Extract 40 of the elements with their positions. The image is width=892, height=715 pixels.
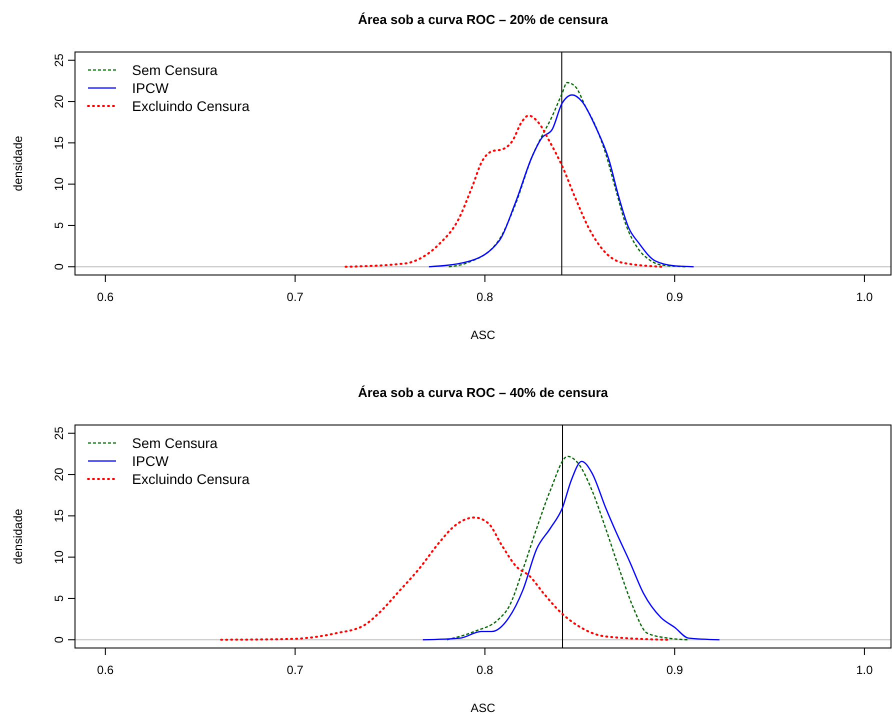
x-tick-label: 0.6 — [97, 663, 114, 677]
legend-label: Excluindo Censura — [132, 471, 250, 487]
y-tick-label: 15 — [52, 136, 66, 150]
x-tick-label: 1.0 — [856, 663, 874, 677]
y-tick-label: 10 — [52, 550, 66, 564]
line-series — [422, 460, 720, 640]
y-axis-title: densidade — [11, 135, 25, 192]
y-axis-title: densidade — [11, 508, 25, 564]
y-tick-label: 20 — [52, 468, 66, 482]
x-tick-label: 1.0 — [856, 290, 874, 304]
y-tick-label: 0 — [52, 263, 66, 270]
y-tick-label: 20 — [52, 94, 66, 108]
y-tick-label: 0 — [52, 636, 66, 644]
line-series — [220, 516, 668, 641]
x-tick-label: 0.8 — [476, 290, 494, 304]
y-tick-label: 10 — [52, 177, 66, 191]
y-tick-label: 5 — [52, 222, 66, 229]
x-tick-label: 0.7 — [286, 290, 304, 304]
y-tick-label: 25 — [52, 426, 66, 440]
x-axis-title: ASC — [470, 328, 496, 342]
legend-label: Sem Censura — [132, 435, 218, 451]
x-tick-label: 0.7 — [286, 663, 304, 677]
chart-title: Área sob a curva ROC – 20% de censura — [358, 12, 609, 27]
x-axis-title: ASC — [470, 701, 496, 715]
line-series — [344, 114, 663, 268]
x-tick-label: 0.9 — [666, 663, 684, 677]
x-tick-label: 0.8 — [476, 663, 494, 677]
line-series — [448, 82, 688, 268]
x-tick-label: 0.9 — [666, 290, 684, 304]
chart-title: Área sob a curva ROC – 40% de censura — [358, 385, 609, 400]
y-tick-label: 15 — [52, 508, 66, 523]
legend-label: IPCW — [132, 80, 170, 96]
x-tick-label: 0.6 — [97, 290, 114, 304]
y-tick-label: 25 — [52, 53, 66, 67]
line-series — [428, 94, 694, 268]
y-tick-label: 5 — [52, 594, 66, 602]
legend-label: Excluindo Censura — [132, 98, 250, 114]
legend-label: IPCW — [132, 453, 170, 469]
legend-label: Sem Censura — [132, 62, 218, 78]
line-series — [446, 456, 690, 640]
